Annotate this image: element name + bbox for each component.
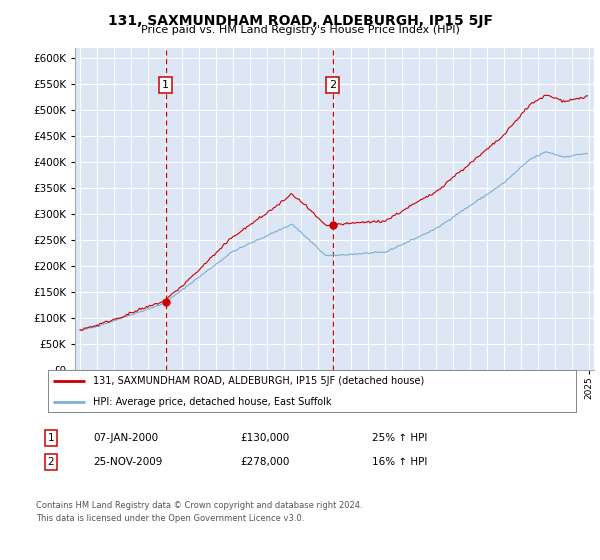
Text: £278,000: £278,000 <box>240 457 289 467</box>
Text: 131, SAXMUNDHAM ROAD, ALDEBURGH, IP15 5JF (detached house): 131, SAXMUNDHAM ROAD, ALDEBURGH, IP15 5J… <box>93 376 424 386</box>
Text: 1: 1 <box>162 80 169 90</box>
Text: 07-JAN-2000: 07-JAN-2000 <box>93 433 158 443</box>
Text: HPI: Average price, detached house, East Suffolk: HPI: Average price, detached house, East… <box>93 398 331 407</box>
Text: £130,000: £130,000 <box>240 433 289 443</box>
Text: 2: 2 <box>47 457 55 467</box>
Text: 2: 2 <box>329 80 337 90</box>
Text: Contains HM Land Registry data © Crown copyright and database right 2024.
This d: Contains HM Land Registry data © Crown c… <box>36 501 362 522</box>
Text: 131, SAXMUNDHAM ROAD, ALDEBURGH, IP15 5JF: 131, SAXMUNDHAM ROAD, ALDEBURGH, IP15 5J… <box>107 14 493 28</box>
Text: 16% ↑ HPI: 16% ↑ HPI <box>372 457 427 467</box>
Text: 1: 1 <box>47 433 55 443</box>
Text: 25% ↑ HPI: 25% ↑ HPI <box>372 433 427 443</box>
Text: Price paid vs. HM Land Registry's House Price Index (HPI): Price paid vs. HM Land Registry's House … <box>140 25 460 35</box>
Text: 25-NOV-2009: 25-NOV-2009 <box>93 457 163 467</box>
